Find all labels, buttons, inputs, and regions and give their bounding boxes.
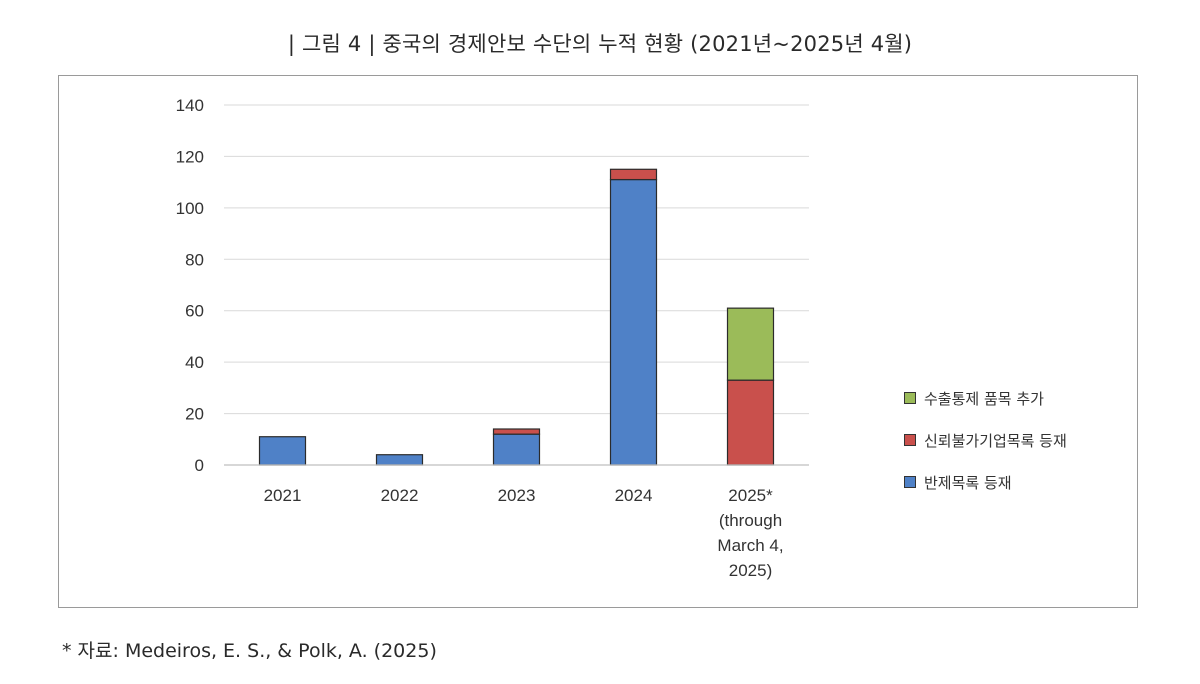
legend-item: 신뢰불가기업목록 등재 <box>904 430 1067 450</box>
y-axis-ticks: 0 20 40 60 80 100 120 140 <box>176 96 204 475</box>
x-category-label: 2021 <box>264 486 302 505</box>
bar-segment <box>492 433 541 466</box>
x-category-label: March 4, <box>717 536 783 555</box>
bar-chart: 0 20 40 60 80 100 120 140 2021 2022 2023 2024 2025*… <box>176 96 809 580</box>
bar-segment <box>375 454 424 466</box>
y-tick-label: 40 <box>185 353 204 372</box>
x-axis-labels: 2021 2022 2023 2024 2025* (through March 4, 202… <box>264 486 784 580</box>
legend-item: 수출통제 품목 추가 <box>904 388 1067 408</box>
x-category-label: 2025* <box>728 486 773 505</box>
x-category-label: (through <box>719 511 782 530</box>
y-tick-label: 80 <box>185 250 204 269</box>
y-tick-label: 100 <box>176 199 204 218</box>
source-note: * 자료: Medeiros, E. S., & Polk, A. (2025) <box>62 640 437 662</box>
bar-segment <box>492 428 541 435</box>
y-tick-label: 20 <box>185 405 204 424</box>
x-category-label: 2022 <box>381 486 419 505</box>
legend-label: 신뢰불가기업목록 등재 <box>924 431 1067 450</box>
legend-swatch <box>904 434 916 446</box>
bar-segment <box>609 178 658 466</box>
legend-swatch <box>904 476 916 488</box>
legend-label: 반제목록 등재 <box>924 473 1012 492</box>
bar-segment <box>726 379 775 466</box>
gridlines <box>224 104 809 415</box>
bar-segment <box>258 436 307 466</box>
x-category-label: 2024 <box>615 486 653 505</box>
bars <box>258 168 775 466</box>
y-tick-label: 0 <box>195 456 204 475</box>
chart-frame: 0 20 40 60 80 100 120 140 2021 2022 2023 2024 2025*… <box>58 75 1138 608</box>
y-tick-label: 120 <box>176 147 204 166</box>
bar-segment <box>726 307 775 381</box>
y-tick-label: 140 <box>176 96 204 115</box>
x-category-label: 2025) <box>729 561 772 580</box>
x-category-label: 2023 <box>498 486 536 505</box>
legend-swatch <box>904 392 916 404</box>
y-tick-label: 60 <box>185 302 204 321</box>
legend-item: 반제목록 등재 <box>904 472 1067 492</box>
bar-segment <box>609 168 658 181</box>
legend-label: 수출통제 품목 추가 <box>924 389 1044 408</box>
figure-title: | 그림 4 | 중국의 경제안보 수단의 누적 현황 (2021년~2025년… <box>287 32 913 56</box>
